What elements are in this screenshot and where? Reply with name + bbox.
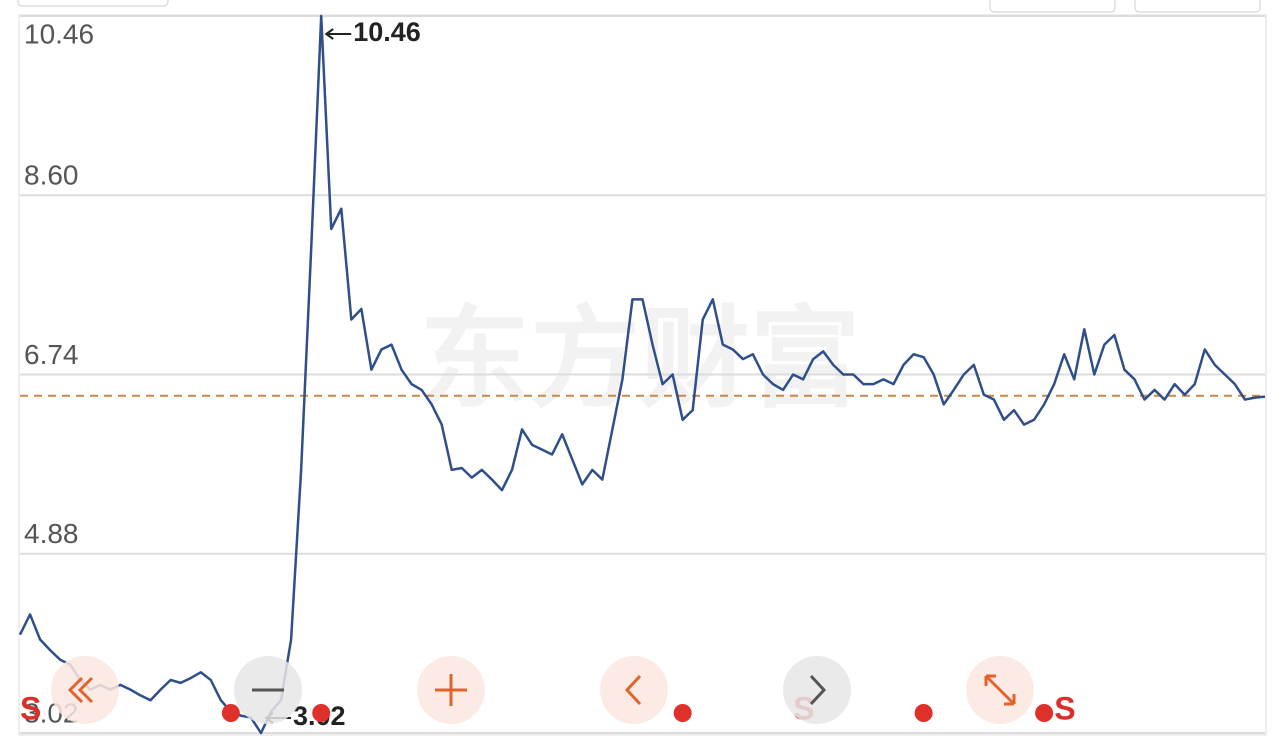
annotation-label: 10.46 — [353, 17, 421, 47]
annotation-arrow — [324, 28, 352, 40]
expand-icon — [984, 674, 1016, 706]
prev-button[interactable] — [600, 656, 668, 724]
plus-icon — [435, 674, 467, 706]
first-button[interactable] — [51, 656, 119, 724]
top-button[interactable] — [1134, 0, 1261, 13]
prev-icon — [624, 674, 642, 706]
toolbar — [51, 656, 1034, 724]
y-tick-label: 6.74 — [24, 339, 79, 370]
signal-dot — [312, 704, 331, 722]
first-icon — [67, 676, 94, 704]
y-tick-label: 4.88 — [24, 518, 79, 549]
next-icon — [809, 674, 827, 706]
y-tick-label: 10.46 — [24, 18, 94, 49]
signal-dot — [221, 704, 240, 722]
signal-dot — [914, 704, 933, 722]
signal-label: S — [1054, 690, 1075, 726]
y-tick-label: 8.60 — [24, 160, 79, 191]
watermark: 东方财富 — [420, 298, 860, 421]
signal-label: S — [20, 690, 41, 726]
top-button[interactable] — [17, 0, 169, 7]
signal-dot — [1035, 704, 1054, 722]
signal-dot — [673, 704, 692, 722]
top-button[interactable] — [989, 0, 1116, 13]
next-button[interactable] — [783, 656, 851, 724]
